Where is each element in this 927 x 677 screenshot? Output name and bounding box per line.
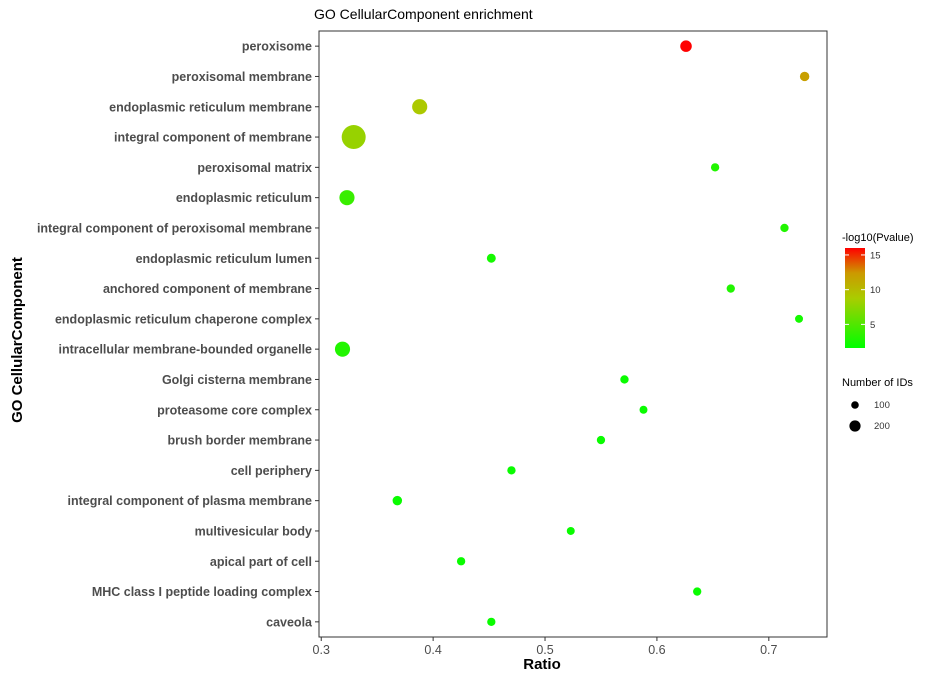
data-point bbox=[487, 617, 496, 627]
y-tick-label: peroxisome bbox=[242, 40, 312, 54]
y-tick-label: apical part of cell bbox=[210, 555, 312, 569]
y-tick-label: proteasome core complex bbox=[157, 403, 312, 417]
x-axis-title: Ratio bbox=[523, 656, 561, 673]
data-points bbox=[334, 40, 810, 627]
x-tick-label: 0.3 bbox=[313, 643, 330, 657]
y-tick-label: peroxisomal matrix bbox=[197, 161, 312, 175]
size-legend-label-200: 200 bbox=[874, 421, 890, 432]
color-legend: -log10(Pvalue) 15 10 5 bbox=[842, 232, 914, 348]
data-point bbox=[639, 405, 648, 414]
y-tick-label: integral component of plasma membrane bbox=[68, 494, 313, 508]
color-legend-title: -log10(Pvalue) bbox=[842, 232, 914, 244]
data-point bbox=[339, 190, 355, 206]
x-tick-label: 0.6 bbox=[648, 643, 665, 657]
data-point bbox=[596, 435, 606, 445]
y-tick-label: cell periphery bbox=[231, 464, 312, 478]
chart-title: GO CellularComponent enrichment bbox=[314, 6, 533, 22]
y-tick-label: endoplasmic reticulum chaperone complex bbox=[55, 312, 312, 326]
data-point bbox=[334, 341, 351, 357]
size-legend: Number of IDs 100 200 bbox=[842, 377, 913, 432]
y-tick-label: anchored component of membrane bbox=[103, 282, 312, 296]
data-point bbox=[795, 314, 804, 323]
data-point bbox=[780, 223, 789, 233]
color-bar-ticks: 15 10 5 bbox=[845, 250, 881, 331]
size-legend-title: Number of IDs bbox=[842, 377, 913, 389]
data-point bbox=[392, 495, 403, 506]
y-tick-label: brush border membrane bbox=[168, 434, 313, 448]
y-tick-label: MHC class I peptide loading complex bbox=[92, 585, 312, 599]
data-point bbox=[486, 253, 496, 263]
y-tick-label: intracellular membrane-bounded organelle bbox=[58, 343, 312, 357]
y-tick-label: multivesicular body bbox=[195, 524, 312, 538]
x-tick-label: 0.5 bbox=[536, 643, 553, 657]
y-tick-label: peroxisomal membrane bbox=[172, 70, 312, 84]
y-tick-label: Golgi cisterna membrane bbox=[162, 373, 312, 387]
y-tick-label: endoplasmic reticulum bbox=[176, 191, 312, 205]
data-point bbox=[799, 71, 810, 82]
data-point bbox=[620, 375, 629, 384]
y-axis-title: GO CellularComponent bbox=[9, 257, 26, 423]
data-point bbox=[726, 284, 735, 293]
data-point bbox=[710, 163, 720, 172]
data-point bbox=[456, 557, 466, 566]
color-bar-tick-label: 10 bbox=[870, 285, 881, 296]
y-axis-ticks: peroxisome peroxisomal membrane endoplasmi… bbox=[37, 40, 319, 629]
x-axis-ticks: 0.3 0.4 0.5 0.6 0.7 bbox=[313, 637, 778, 657]
y-tick-label: endoplasmic reticulum membrane bbox=[109, 100, 312, 114]
size-legend-key-100 bbox=[851, 401, 859, 409]
data-point bbox=[412, 99, 428, 115]
y-tick-label: integral component of peroxisomal membra… bbox=[37, 221, 312, 235]
data-point bbox=[680, 40, 692, 52]
data-point bbox=[693, 587, 702, 596]
data-point bbox=[566, 526, 575, 535]
color-bar bbox=[845, 248, 865, 348]
data-point bbox=[341, 125, 366, 150]
data-point bbox=[507, 466, 516, 475]
y-tick-label: endoplasmic reticulum lumen bbox=[136, 252, 312, 266]
color-bar-tick-label: 5 bbox=[870, 320, 875, 331]
size-legend-label-100: 100 bbox=[874, 400, 890, 411]
plot-panel bbox=[318, 30, 828, 638]
color-bar-tick-label: 15 bbox=[870, 250, 881, 261]
x-tick-label: 0.7 bbox=[760, 643, 777, 657]
x-tick-label: 0.4 bbox=[424, 643, 441, 657]
size-legend-key-200 bbox=[849, 420, 861, 432]
y-tick-label: caveola bbox=[266, 615, 313, 629]
y-tick-label: integral component of membrane bbox=[114, 131, 312, 145]
